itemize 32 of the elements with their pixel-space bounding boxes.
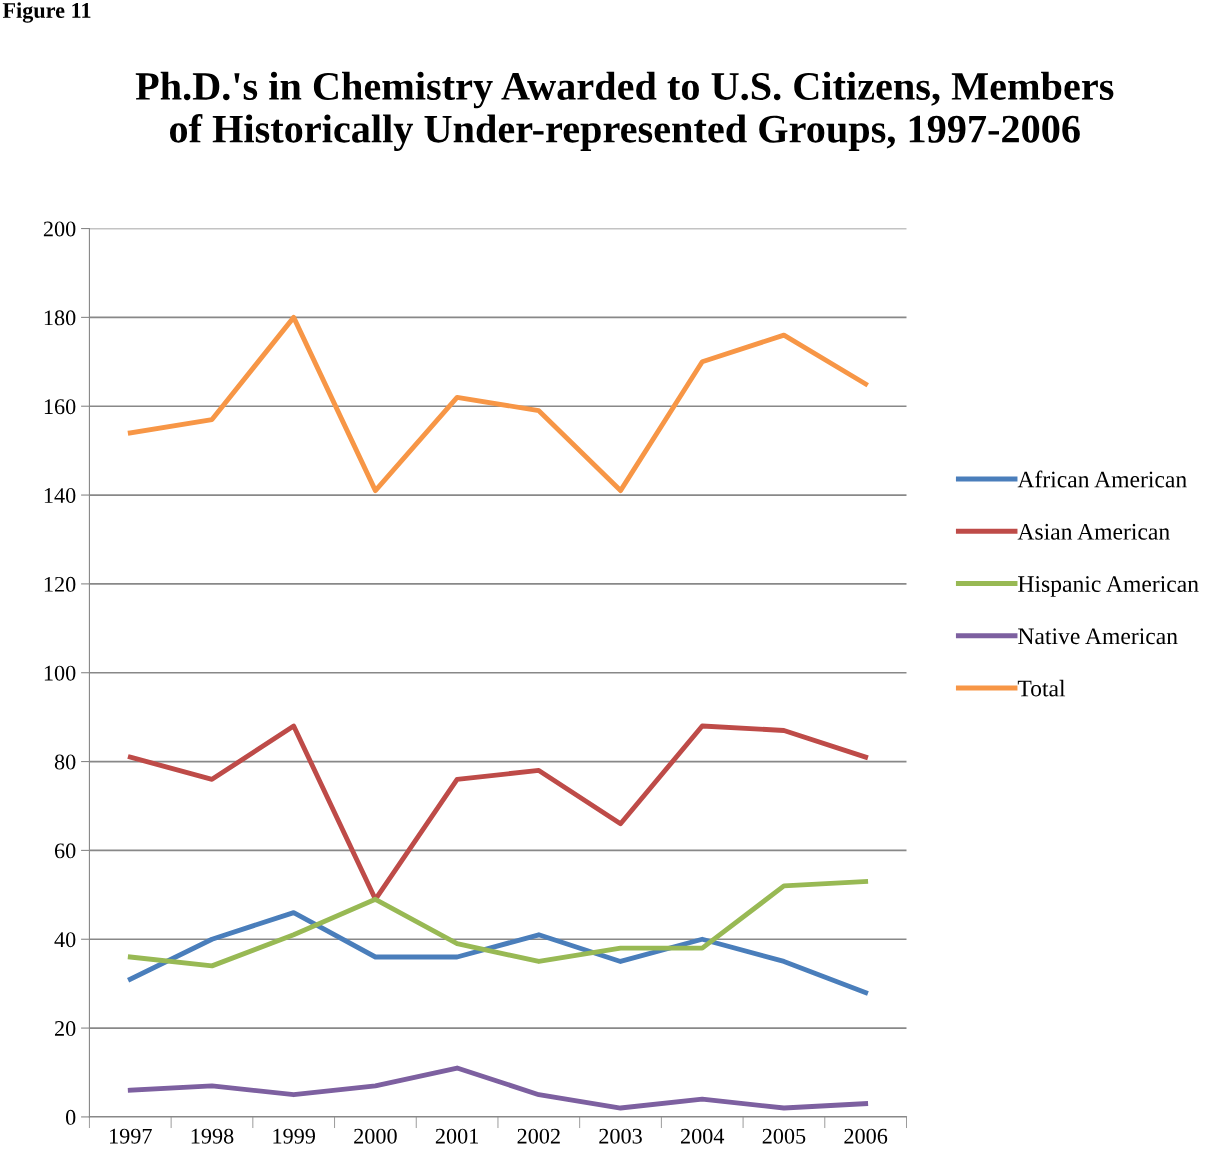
x-tick-label: 2002 bbox=[517, 1128, 560, 1144]
y-tick-label: 140 bbox=[44, 487, 76, 503]
x-tick-label: 2005 bbox=[762, 1128, 806, 1144]
legend-label: Total bbox=[1017, 679, 1066, 697]
y-tick-label: 0 bbox=[65, 1109, 76, 1125]
x-tick-label: 1997 bbox=[110, 1128, 152, 1144]
x-tick-label: 1999 bbox=[273, 1128, 316, 1144]
caption: Figure 11 bbox=[2, 2, 91, 23]
x-tick-label: 2006 bbox=[844, 1128, 888, 1144]
x-tick-label: 2000 bbox=[354, 1128, 397, 1144]
legend-label: Asian American bbox=[1017, 523, 1170, 540]
y-tick-label: 160 bbox=[44, 399, 76, 415]
legend-label: African American bbox=[1017, 470, 1187, 488]
y-tick-label: 100 bbox=[44, 665, 76, 681]
line-series bbox=[127, 910, 869, 995]
x-tick-label: 2003 bbox=[599, 1128, 642, 1144]
legend-label: Hispanic American bbox=[1018, 576, 1199, 597]
legend-label: Native American bbox=[1018, 628, 1178, 645]
y-tick-label: 60 bbox=[54, 843, 76, 859]
y-tick-label: 120 bbox=[44, 576, 76, 592]
y-tick-label: 200 bbox=[43, 221, 76, 237]
chart-title: Ph.D.'s in Chemistry Awarded to U.S. Citizens, Members of Historically Under-represented Groups, 1997-2006 bbox=[135, 71, 1114, 152]
x-tick-label: 2001 bbox=[435, 1128, 478, 1144]
line-series bbox=[127, 314, 869, 494]
line-series bbox=[127, 1065, 869, 1111]
y-tick-label: 80 bbox=[54, 754, 76, 770]
x-tick-label: 2004 bbox=[680, 1128, 725, 1144]
y-tick-label: 180 bbox=[44, 310, 76, 326]
x-tick-label: 1998 bbox=[191, 1128, 234, 1144]
y-tick-label: 20 bbox=[54, 1021, 76, 1037]
line-series bbox=[127, 879, 869, 969]
y-tick-label: 40 bbox=[54, 932, 76, 948]
